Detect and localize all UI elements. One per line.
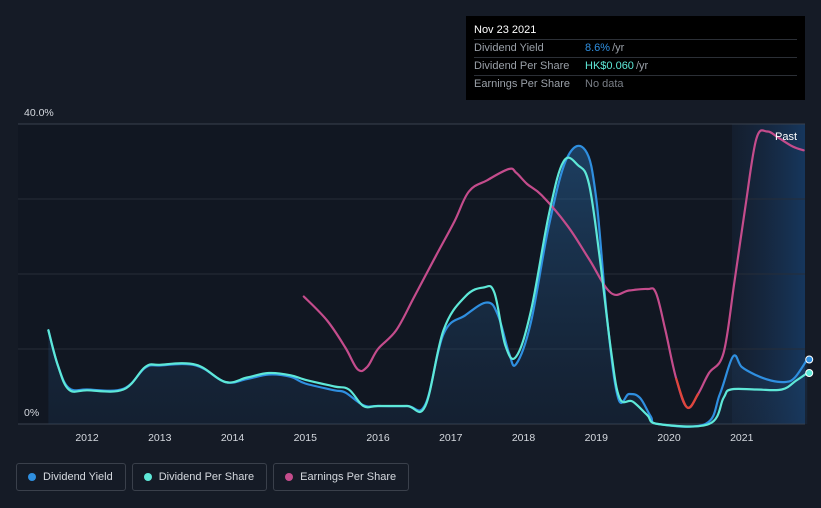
x-tick-label: 2020: [657, 432, 681, 444]
tooltip-date: Nov 23 2021: [474, 24, 537, 36]
earnings-per-share-dip-segment: [675, 377, 700, 409]
tooltip-unit: /yr: [612, 42, 625, 54]
tooltip-value: 8.6%: [585, 42, 611, 54]
legend-item-dividend-yield[interactable]: Dividend Yield: [16, 463, 126, 491]
x-tick-label: 2015: [294, 432, 318, 444]
tooltip-label: Earnings Per Share: [474, 78, 570, 90]
legend-label: Dividend Per Share: [158, 471, 255, 483]
dividend-per-share-area: [48, 145, 808, 427]
x-tick-label: 2019: [585, 432, 609, 444]
legend-item-dividend-per-share[interactable]: Dividend Per Share: [131, 463, 268, 491]
earnings-per-share-line: [302, 129, 805, 410]
legend-item-earnings-per-share[interactable]: Earnings Per Share: [273, 463, 410, 491]
x-tick-label: 2018: [512, 432, 536, 444]
legend-dot-icon: [28, 473, 36, 481]
x-tick-label: 2021: [730, 432, 754, 444]
x-tick-label: 2012: [75, 432, 99, 444]
series-lines: [47, 129, 809, 428]
tooltip-row-dividend-yield: Dividend Yield 8.6% /yr: [474, 39, 797, 57]
legend-label: Dividend Yield: [43, 471, 113, 483]
y-tick-label: 40.0%: [24, 107, 54, 119]
tooltip-value: HK$0.060: [585, 60, 634, 72]
x-tick-label: 2014: [221, 432, 245, 444]
dividend-yield-end-marker: [805, 355, 814, 364]
legend-dot-icon: [285, 473, 294, 481]
dividend-per-share-line: [47, 156, 809, 428]
x-axis-labels: 2012 2013 2014 2015 2016 2017 2018 2019 2020 2021: [75, 432, 753, 444]
tooltip-row-dividend-per-share: Dividend Per Share HK$0.060 /yr: [474, 57, 797, 75]
data-tooltip: Nov 23 2021 Dividend Yield 8.6% /yr Divi…: [466, 16, 805, 100]
tooltip-label: Dividend Per Share: [474, 60, 570, 72]
dividend-per-share-end-marker: [805, 369, 814, 377]
end-markers: [805, 355, 814, 377]
y-axis-labels: 40.0% 0%: [24, 107, 54, 419]
y-tick-label: 0%: [24, 407, 39, 419]
legend-dot-icon: [143, 473, 152, 481]
past-label: Past: [775, 131, 797, 143]
x-tick-label: 2017: [439, 432, 463, 444]
chart-legend: Dividend Yield Dividend Per Share Earnin…: [16, 463, 410, 491]
tooltip-label: Dividend Yield: [474, 42, 544, 54]
tooltip-unit: /yr: [635, 60, 649, 72]
tooltip-row-earnings-per-share: Earnings Per Share No data: [474, 75, 797, 93]
x-tick-label: 2013: [148, 432, 172, 444]
legend-label: Earnings Per Share: [300, 471, 397, 483]
x-tick-label: 2016: [366, 432, 390, 444]
tooltip-value: No data: [585, 78, 624, 90]
